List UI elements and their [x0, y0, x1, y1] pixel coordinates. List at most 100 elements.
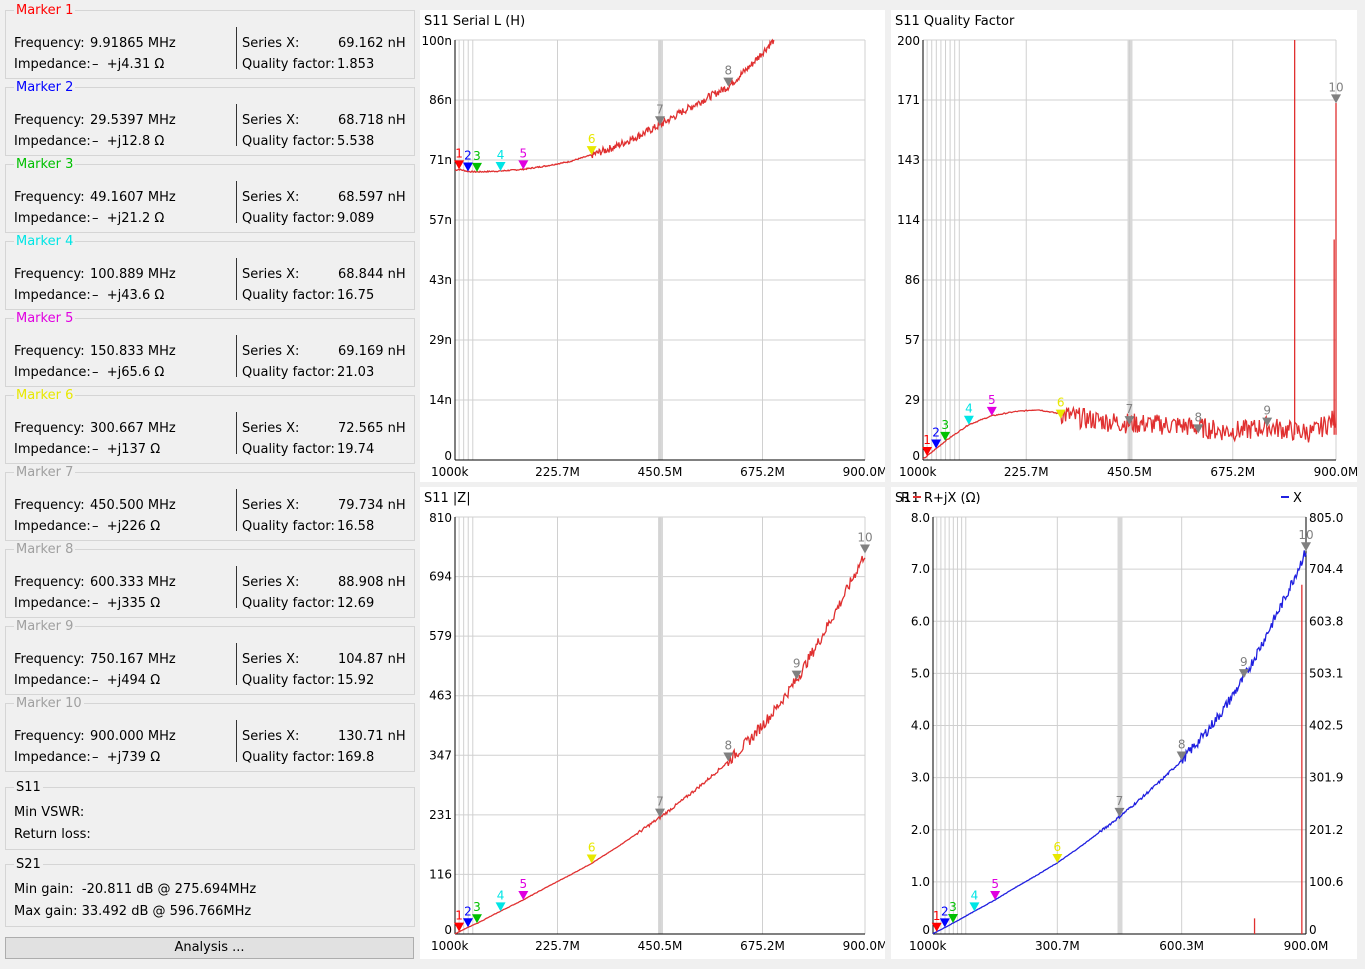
y-tick-label: 0 — [922, 923, 930, 937]
marker-title: Marker 3 — [14, 157, 76, 172]
impedance-label: Impedance: — [14, 365, 91, 380]
impedance-value: – +j4.31 Ω — [92, 57, 165, 72]
series-x-value: 88.908 nH — [338, 575, 406, 590]
impedance-label: Impedance: — [14, 596, 91, 611]
frequency-label: Frequency: — [14, 729, 85, 744]
series-x-value: 68.597 nH — [338, 190, 406, 205]
marker-arrow — [1124, 416, 1135, 426]
y-tick-label: 2.0 — [911, 823, 930, 837]
marker-arrow — [1114, 807, 1125, 817]
y-tick-label: 116 — [429, 867, 452, 881]
quality-factor-value: 9.089 — [337, 211, 375, 226]
y-tick-label: 694 — [429, 570, 452, 584]
frequency-label: Frequency: — [14, 267, 85, 282]
series-x-value: 68.718 nH — [338, 113, 406, 128]
x-tick-label: 225.7M — [1004, 465, 1049, 479]
marker-label: 1 — [455, 146, 463, 160]
marker-label: 1 — [455, 909, 463, 923]
series-x-value: 104.87 nH — [338, 652, 406, 667]
return-loss-label: Return loss: — [14, 827, 91, 842]
series-x-label: Series X: — [242, 190, 300, 205]
marker-label: 5 — [519, 146, 527, 160]
quality-factor-label: Quality factor: — [242, 673, 335, 688]
y-tick-label: 3.0 — [911, 771, 930, 785]
y-tick-label: 57 — [905, 333, 920, 347]
marker-arrow — [723, 77, 734, 87]
quality-factor-label: Quality factor: — [242, 442, 335, 457]
marker-group-3: Marker 3 Frequency: 49.1607 MHz Impedance: –… — [5, 157, 415, 233]
chart-serial-l[interactable]: S11 Serial L (H) 100n 86n 71n 57n 43n 29n 14n 0 1… — [420, 10, 885, 482]
min-vswr-label: Min VSWR: — [14, 805, 85, 820]
marker-arrow — [462, 918, 473, 928]
marker-arrow — [947, 914, 958, 924]
x-tick-label: 900.0M — [843, 939, 885, 953]
marker-label: 10 — [1328, 80, 1343, 94]
frequency-label: Frequency: — [14, 36, 85, 51]
x-tick-label: 900.0M — [843, 465, 885, 479]
frequency-value: 9.91865 MHz — [90, 36, 176, 51]
marker-label: 4 — [497, 888, 505, 902]
y-tick-label: 100n — [421, 34, 452, 48]
y-tick-label: 86 — [905, 273, 920, 287]
y-tick-label: 0 — [912, 449, 920, 463]
analysis-button[interactable]: Analysis ... — [5, 937, 414, 959]
frequency-label: Frequency: — [14, 575, 85, 590]
marker-label: 8 — [1178, 737, 1186, 751]
marker-label: 4 — [971, 888, 979, 902]
x-tick-label: 600.3M — [1159, 939, 1204, 953]
marker-arrow — [1193, 424, 1204, 434]
marker-title: Marker 1 — [14, 3, 76, 18]
frequency-value: 750.167 MHz — [90, 652, 176, 667]
marker-label: 2 — [464, 904, 472, 918]
marker-title: Marker 2 — [14, 80, 76, 95]
marker-arrow — [931, 439, 942, 449]
y-tick-label: 231 — [429, 808, 452, 822]
impedance-value: – +j137 Ω — [92, 442, 161, 457]
marker-label: 5 — [988, 393, 996, 407]
quality-factor-value: 15.92 — [337, 673, 375, 688]
y-tick-label: 14n — [429, 393, 452, 407]
marker-arrow — [1301, 542, 1311, 552]
marker-label: 7 — [656, 795, 664, 809]
impedance-label: Impedance: — [14, 750, 91, 765]
marker-group-10: Marker 10 Frequency: 900.000 MHz Impedance:… — [5, 696, 415, 772]
marker-label: 3 — [473, 900, 481, 914]
chart-r-jx[interactable]: S11 R+jX (Ω) 8.0 7.0 6.0 5.0 4.0 3.0 2.0 1.0 0 805… — [891, 487, 1357, 959]
quality-factor-plot: S11 Quality Factor2001711431148657290100… — [895, 14, 1357, 479]
s21-group: S21 Min gain: -20.811 dB @ 275.694MHz Ma… — [5, 857, 415, 927]
marker-label: 10 — [857, 531, 872, 545]
marker-label: 9 — [1263, 404, 1271, 418]
impedance-label: Impedance: — [14, 673, 91, 688]
marker-group-8: Marker 8 Frequency: 600.333 MHz Impedance: –… — [5, 542, 415, 618]
quality-factor-label: Quality factor: — [242, 57, 335, 72]
chart-quality-factor[interactable]: S11 Quality Factor 200 171 143 114 86 57 29 0 100… — [891, 10, 1357, 482]
y-tick-label: 114 — [897, 213, 920, 227]
separator — [236, 27, 237, 69]
x-tick-label: 300.7M — [1035, 939, 1080, 953]
marker-label: 8 — [724, 64, 732, 78]
y-tick-label: 143 — [897, 153, 920, 167]
frequency-value: 300.667 MHz — [90, 421, 176, 436]
quality-factor-label: Quality factor: — [242, 519, 335, 534]
y-tick-label: 86n — [429, 93, 452, 107]
marker-group-5: Marker 5 Frequency: 150.833 MHz Impedance: –… — [5, 311, 415, 387]
separator — [236, 720, 237, 762]
series-x-value: 69.169 nH — [338, 344, 406, 359]
series-x-value: 69.162 nH — [338, 36, 406, 51]
x-tick-label: 1000k — [431, 939, 469, 953]
marker-title: Marker 8 — [14, 542, 76, 557]
marker-label: 4 — [965, 402, 973, 416]
series-x-label: Series X: — [242, 729, 300, 744]
marker-title: Marker 9 — [14, 619, 76, 634]
impedance-value: – +j12.8 Ω — [92, 134, 165, 149]
marker-arrow — [471, 914, 482, 924]
impedance-label: Impedance: — [14, 211, 91, 226]
chart-abs-z[interactable]: S11 |Z| 810 694 579 463 347 231 116 0 1000k 225.7M… — [420, 487, 885, 959]
marker-arrow — [990, 891, 1001, 901]
impedance-label: Impedance: — [14, 57, 91, 72]
separator — [236, 335, 237, 377]
y-tick-label: 4.0 — [911, 719, 930, 733]
impedance-value: – +j335 Ω — [92, 596, 161, 611]
marker-label: 7 — [656, 102, 664, 116]
marker-label: 2 — [932, 425, 940, 439]
